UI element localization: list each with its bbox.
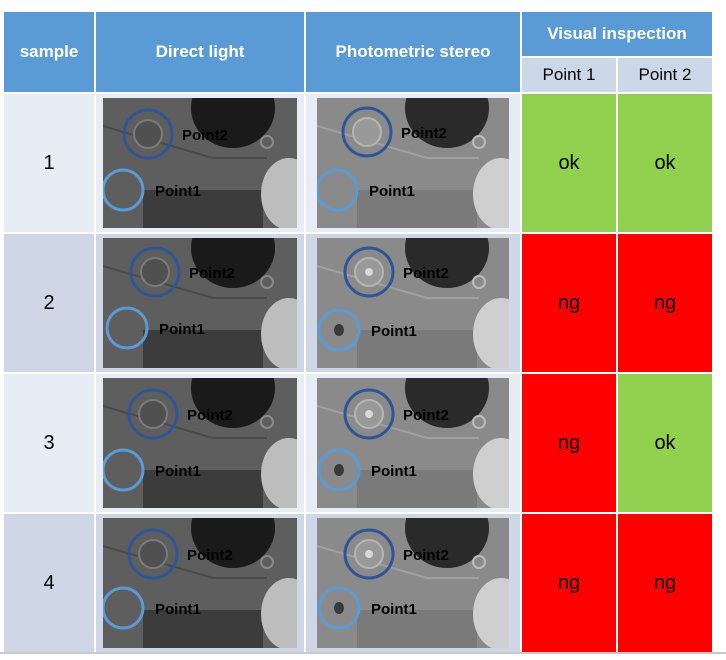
point1-marker-circle <box>103 168 145 212</box>
sample-number: 3 <box>4 374 96 514</box>
photometric-stereo-image: Point2 Point1 <box>317 238 509 368</box>
point2-marker-circle <box>122 108 174 160</box>
photometric-stereo-image: Point2 Point1 <box>317 98 509 228</box>
header-point1: Point 1 <box>522 58 618 94</box>
header-photometric-stereo: Photometric stereo <box>306 12 522 94</box>
result-point1: ok <box>522 94 618 234</box>
photometric-stereo-image: Point2 Point1 <box>317 378 509 508</box>
result-point1: ng <box>522 514 618 654</box>
header-sample: sample <box>4 12 96 94</box>
point1-label: Point1 <box>159 321 205 338</box>
point2-label: Point2 <box>187 547 233 564</box>
point2-marker-circle <box>127 388 179 440</box>
result-point2: ng <box>618 514 714 654</box>
direct-light-image-cell: Point2 Point1 <box>96 234 306 374</box>
direct-light-image: Point2 Point1 <box>103 518 297 648</box>
direct-light-image: Point2 Point1 <box>103 378 297 508</box>
header-visual-inspection: Visual inspection <box>522 12 714 58</box>
header-direct-light: Direct light <box>96 12 306 94</box>
point1-marker-circle <box>103 448 145 492</box>
photometric-stereo-image-cell: Point2 Point1 <box>306 94 522 234</box>
inspection-table: sample Direct light Photometric stereo V… <box>4 12 714 654</box>
point2-marker-circle <box>341 106 393 158</box>
direct-light-image-cell: Point2 Point1 <box>96 514 306 654</box>
point2-marker-circle <box>127 528 179 580</box>
result-point1: ng <box>522 234 618 374</box>
table-row: 1 Point2 Point1 Point2 Point1 ok ok <box>4 94 714 234</box>
point2-label: Point2 <box>189 265 235 282</box>
point2-label: Point2 <box>403 407 449 424</box>
sample-number: 2 <box>4 234 96 374</box>
header-point2: Point 2 <box>618 58 714 94</box>
point2-marker-circle <box>343 246 395 298</box>
sample-number: 1 <box>4 94 96 234</box>
point2-marker-circle <box>343 528 395 580</box>
point2-label: Point2 <box>403 265 449 282</box>
direct-light-image-cell: Point2 Point1 <box>96 374 306 514</box>
point2-label: Point2 <box>403 547 449 564</box>
direct-light-image: Point2 Point1 <box>103 98 297 228</box>
point1-marker-circle <box>103 586 145 630</box>
sample-number: 4 <box>4 514 96 654</box>
result-point1: ng <box>522 374 618 514</box>
table-row: 4 Point2 Point1 Point2 Point1 ng ng <box>4 514 714 654</box>
point1-marker-circle <box>317 168 359 212</box>
point1-label: Point1 <box>369 183 415 200</box>
point2-label: Point2 <box>401 125 447 142</box>
point1-marker-circle <box>317 586 361 630</box>
point1-label: Point1 <box>371 601 417 618</box>
point1-label: Point1 <box>371 463 417 480</box>
point1-label: Point1 <box>371 323 417 340</box>
point1-label: Point1 <box>155 601 201 618</box>
photometric-stereo-image: Point2 Point1 <box>317 518 509 648</box>
result-point2: ok <box>618 374 714 514</box>
table-row: 3 Point2 Point1 Point2 Point1 ng ok <box>4 374 714 514</box>
point1-marker-circle <box>105 306 149 350</box>
point2-marker-circle <box>343 388 395 440</box>
point1-label: Point1 <box>155 463 201 480</box>
result-point2: ng <box>618 234 714 374</box>
point1-marker-circle <box>317 308 361 352</box>
point1-label: Point1 <box>155 183 201 200</box>
point2-label: Point2 <box>187 407 233 424</box>
table-row: 2 Point2 Point1 Point2 Point1 ng ng <box>4 234 714 374</box>
point2-marker-circle <box>129 246 181 298</box>
photometric-stereo-image-cell: Point2 Point1 <box>306 234 522 374</box>
direct-light-image: Point2 Point1 <box>103 238 297 368</box>
result-point2: ok <box>618 94 714 234</box>
photometric-stereo-image-cell: Point2 Point1 <box>306 514 522 654</box>
point1-marker-circle <box>317 448 361 492</box>
table-bottom-rule <box>0 652 726 654</box>
direct-light-image-cell: Point2 Point1 <box>96 94 306 234</box>
photometric-stereo-image-cell: Point2 Point1 <box>306 374 522 514</box>
point2-label: Point2 <box>182 127 228 144</box>
